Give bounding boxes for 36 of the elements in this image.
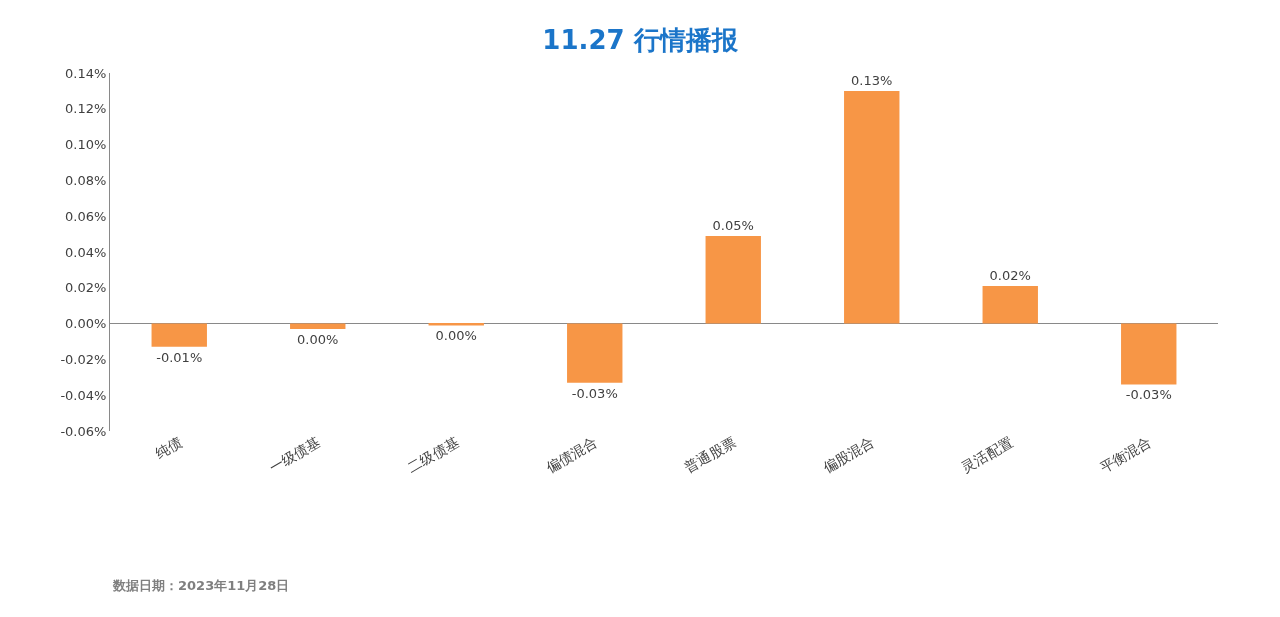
bar — [982, 286, 1038, 324]
y-tick-label: 0.06% — [65, 208, 107, 224]
data-label: -0.03% — [571, 385, 618, 401]
data-label: 0.00% — [297, 331, 339, 347]
text: 数据日期：2023年11月28日 — [112, 578, 290, 593]
bar — [705, 235, 761, 324]
y-tick-label: -0.02% — [60, 351, 107, 367]
x-tick-label: 偏债混合 — [543, 433, 600, 476]
bar — [290, 323, 346, 329]
bar — [844, 90, 900, 324]
y-tick-label: -0.06% — [60, 423, 107, 439]
y-tick-label: 0.04% — [65, 244, 107, 260]
y-tick-label: 0.08% — [65, 172, 107, 188]
x-tick-label: 普通股票 — [681, 433, 739, 476]
x-tick-label: 一级债基 — [266, 433, 323, 476]
bar — [1121, 323, 1177, 385]
y-tick-label: 0.12% — [65, 101, 107, 117]
x-tick-label: 纯债 — [152, 433, 185, 462]
data-label: -0.03% — [1125, 387, 1172, 403]
y-tick-label: 0.02% — [65, 280, 107, 296]
x-tick-label: 平衡混合 — [1097, 433, 1154, 476]
y-tick-label: 0.10% — [65, 137, 107, 153]
data-label: 0.05% — [712, 217, 754, 233]
x-tick-label: 偏股混合 — [820, 433, 877, 476]
y-tick-label: 0.14% — [65, 65, 107, 81]
data-label: 0.02% — [989, 268, 1031, 284]
chart-title: 11.27 行情播报 — [542, 25, 739, 56]
x-tick-label: 二级债基 — [404, 433, 462, 476]
data-label: -0.01% — [156, 349, 203, 365]
data-label: 0.00% — [435, 328, 477, 344]
bar — [567, 323, 623, 383]
x-tick-label: 灵活配置 — [958, 433, 1016, 476]
bar — [151, 323, 207, 347]
data-label: 0.13% — [851, 72, 893, 88]
y-tick-label: 0.00% — [65, 316, 107, 332]
y-tick-label: -0.04% — [60, 387, 107, 403]
